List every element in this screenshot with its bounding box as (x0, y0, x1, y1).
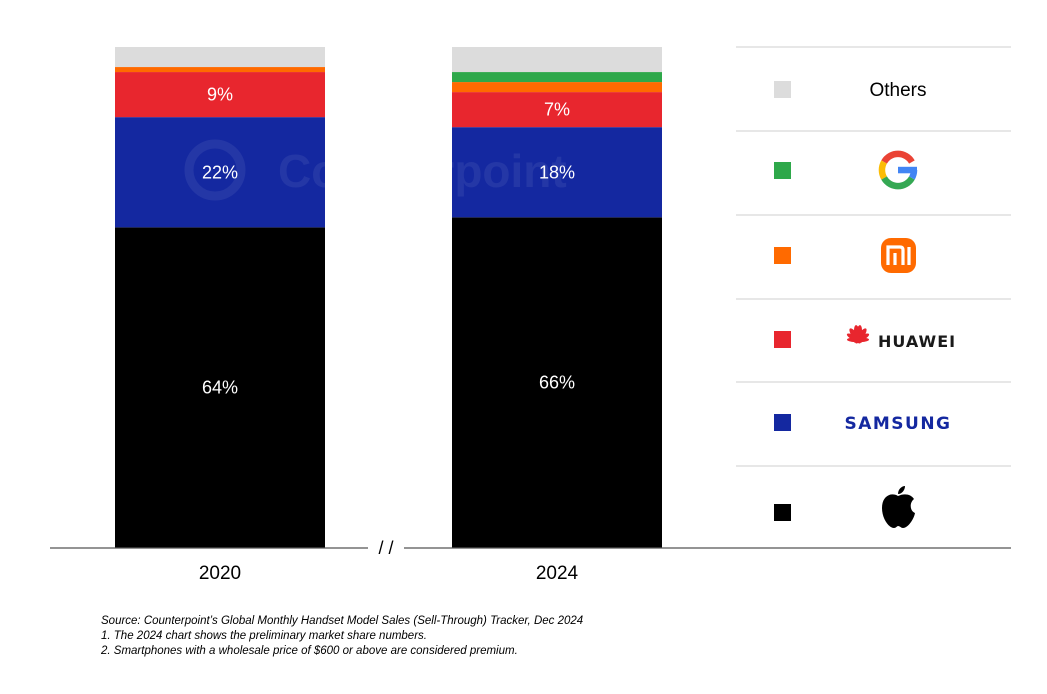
legend-label-huawei: HUAWEI (878, 332, 956, 351)
bar-segment-apple-2020 (115, 227, 325, 549)
bar-segment-google-2024 (452, 72, 662, 83)
bar-segment-samsung-2024 (452, 127, 662, 218)
legend-swatch-huawei (774, 331, 791, 348)
footnote-1: 1. The 2024 chart shows the preliminary … (101, 630, 427, 642)
bar-segment-samsung-2020 (115, 117, 325, 228)
legend-swatch-google (774, 162, 791, 179)
google-logo-icon (878, 150, 918, 190)
bar-segment-others-2020 (115, 47, 325, 68)
legend-label-others: Others (869, 80, 926, 101)
bar-segment-xiaomi-2024 (452, 82, 662, 93)
watermark-text: Counterpoint (278, 145, 567, 197)
footnotes: Source: Counterpoint’s Global Monthly Ha… (101, 614, 583, 659)
footnote-2: 2. Smartphones with a wholesale price of… (101, 645, 518, 657)
bar-segment-apple-2024 (452, 217, 662, 548)
x-tick-labels: 2020 2024 (199, 563, 579, 584)
legend-swatch-xiaomi (774, 247, 791, 264)
legend-swatch-samsung (774, 414, 791, 431)
huawei-logo-icon (846, 325, 870, 344)
legend-label-samsung: SAMSUNG (844, 414, 951, 434)
bar-labels-layer: 64% 22% 9% 66% 18% 7% (202, 85, 575, 398)
bar-segment-others-2024 (452, 47, 662, 73)
bar-segment-xiaomi-2020 (115, 67, 325, 73)
data-label-apple-2020: 64% (202, 378, 238, 398)
data-label-apple-2024: 66% (539, 373, 575, 393)
data-label-samsung-2020: 22% (202, 162, 238, 182)
legend-swatch-others (774, 81, 791, 98)
watermark: Counterpoint (184, 139, 567, 201)
bars-layer (115, 47, 662, 549)
apple-logo-icon (882, 486, 915, 528)
x-tick-label-2024: 2024 (536, 563, 579, 584)
data-label-huawei-2024: 7% (544, 100, 570, 120)
xiaomi-logo-icon (881, 238, 916, 273)
bar-segment-huawei-2024 (452, 92, 662, 128)
axis-break-mark: / / (378, 538, 393, 558)
legend-swatch-apple (774, 504, 791, 521)
data-label-huawei-2020: 9% (207, 85, 233, 105)
x-tick-label-2020: 2020 (199, 563, 241, 584)
data-label-samsung-2024: 18% (539, 162, 575, 182)
source-note: Source: Counterpoint’s Global Monthly Ha… (101, 615, 584, 627)
legend: Others HUAWEI (736, 46, 1011, 528)
bar-segment-huawei-2020 (115, 72, 325, 118)
